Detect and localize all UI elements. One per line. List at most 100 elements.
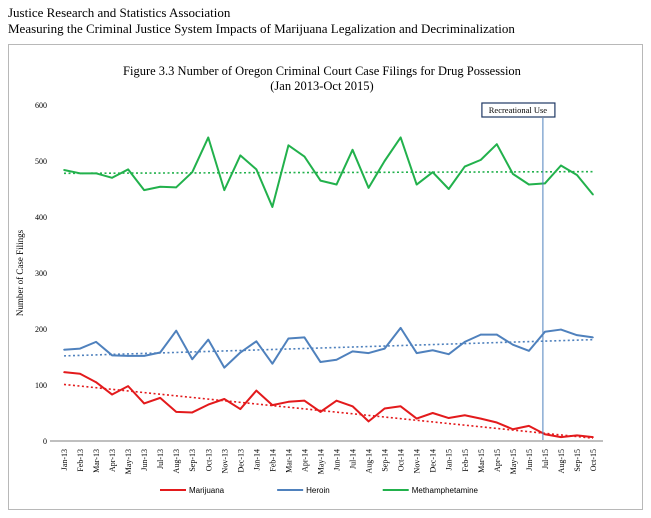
data-point bbox=[367, 352, 370, 354]
data-point bbox=[463, 165, 466, 168]
y-tick-label: 600 bbox=[35, 101, 47, 110]
x-tick-label: Sep-15 bbox=[573, 449, 582, 472]
data-point bbox=[239, 408, 242, 410]
x-tick-label: Jan-13 bbox=[60, 449, 69, 470]
data-point bbox=[319, 361, 322, 363]
data-point bbox=[95, 341, 97, 343]
header-organization: Justice Research and Statistics Associat… bbox=[8, 5, 231, 20]
data-point bbox=[544, 433, 546, 436]
data-point bbox=[496, 333, 498, 336]
x-tick-label: Apr-13 bbox=[108, 449, 117, 472]
data-point bbox=[127, 168, 129, 171]
document-header: Justice Research and Statistics Associat… bbox=[8, 5, 515, 37]
data-point bbox=[560, 436, 562, 438]
data-point bbox=[463, 414, 466, 417]
data-point bbox=[159, 351, 161, 354]
data-point bbox=[592, 436, 594, 438]
data-point bbox=[399, 136, 402, 139]
data-point bbox=[479, 159, 482, 161]
data-point bbox=[335, 359, 338, 361]
data-point bbox=[431, 412, 434, 414]
x-tick-label: Sep-14 bbox=[381, 449, 390, 472]
data-point bbox=[111, 393, 113, 396]
data-point bbox=[512, 428, 514, 431]
data-point bbox=[143, 189, 145, 191]
data-point bbox=[447, 417, 450, 419]
data-point bbox=[447, 188, 450, 190]
data-point bbox=[592, 336, 594, 339]
data-point bbox=[95, 172, 97, 175]
y-tick-label: 100 bbox=[35, 381, 47, 390]
data-point bbox=[143, 355, 145, 357]
y-tick-label: 0 bbox=[43, 437, 47, 446]
data-point bbox=[496, 143, 498, 145]
data-point bbox=[79, 172, 81, 175]
annotation-label: Recreational Use bbox=[489, 105, 548, 115]
data-point bbox=[239, 154, 242, 157]
data-point bbox=[319, 411, 322, 413]
x-tick-label: Jun-13 bbox=[140, 449, 149, 471]
data-point bbox=[287, 337, 290, 340]
data-point bbox=[383, 347, 386, 350]
data-point bbox=[191, 171, 194, 173]
trend-line-marijuana bbox=[63, 383, 594, 439]
data-point bbox=[351, 350, 354, 353]
trend-line-methamphetamine bbox=[63, 170, 594, 175]
x-tick-label: Jun-15 bbox=[525, 449, 534, 471]
data-point bbox=[383, 160, 386, 162]
x-tick-label: Sep-13 bbox=[188, 449, 197, 472]
data-point bbox=[415, 183, 418, 186]
data-point bbox=[560, 328, 562, 331]
x-tick-label: Jul-14 bbox=[349, 449, 358, 469]
data-point bbox=[255, 389, 258, 392]
data-point bbox=[271, 206, 274, 208]
data-point bbox=[528, 425, 530, 427]
data-point bbox=[351, 149, 354, 151]
y-tick-label: 400 bbox=[35, 213, 47, 222]
x-tick-label: Jun-14 bbox=[333, 449, 342, 471]
annotation-box bbox=[481, 102, 556, 118]
x-tick-label: May-15 bbox=[509, 449, 518, 474]
data-point bbox=[335, 183, 338, 186]
x-tick-label: May-14 bbox=[316, 449, 325, 474]
data-point bbox=[207, 403, 210, 406]
data-point bbox=[207, 338, 210, 341]
data-point bbox=[63, 348, 65, 351]
legend: Marijuana Heroin Methamphetamine bbox=[160, 486, 479, 495]
data-point bbox=[576, 434, 578, 437]
x-tick-label: Jul-13 bbox=[156, 449, 165, 469]
data-point bbox=[319, 179, 322, 182]
x-tick-label: Mar-13 bbox=[92, 449, 101, 473]
data-point bbox=[287, 144, 290, 147]
data-point bbox=[127, 385, 129, 387]
data-point bbox=[544, 182, 546, 185]
annotation: Recreational Use bbox=[481, 102, 556, 440]
data-point bbox=[528, 350, 530, 352]
x-tick-label: Apr-14 bbox=[300, 449, 309, 472]
data-point bbox=[512, 343, 514, 346]
data-point bbox=[367, 187, 370, 189]
legend-label: Heroin bbox=[306, 486, 330, 495]
data-point bbox=[127, 355, 129, 357]
data-point bbox=[592, 193, 594, 196]
x-tick-label: Nov-14 bbox=[413, 449, 422, 473]
data-point bbox=[431, 349, 434, 352]
data-point bbox=[143, 402, 145, 405]
data-point bbox=[463, 341, 466, 343]
data-point bbox=[175, 329, 178, 332]
data-point bbox=[255, 168, 258, 171]
data-point bbox=[63, 371, 65, 373]
data-point bbox=[303, 336, 306, 339]
data-point bbox=[383, 407, 386, 410]
series-lines bbox=[63, 136, 594, 439]
data-point bbox=[367, 420, 370, 423]
x-tick-label: Aug-13 bbox=[172, 449, 181, 473]
data-point bbox=[207, 136, 210, 139]
legend-label: Marijuana bbox=[189, 486, 225, 495]
x-tick-label: Jan-15 bbox=[445, 449, 454, 470]
legend-label: Methamphetamine bbox=[412, 486, 479, 495]
data-point bbox=[175, 411, 178, 413]
data-point bbox=[223, 366, 226, 369]
x-tick-label: Oct-13 bbox=[204, 449, 213, 471]
